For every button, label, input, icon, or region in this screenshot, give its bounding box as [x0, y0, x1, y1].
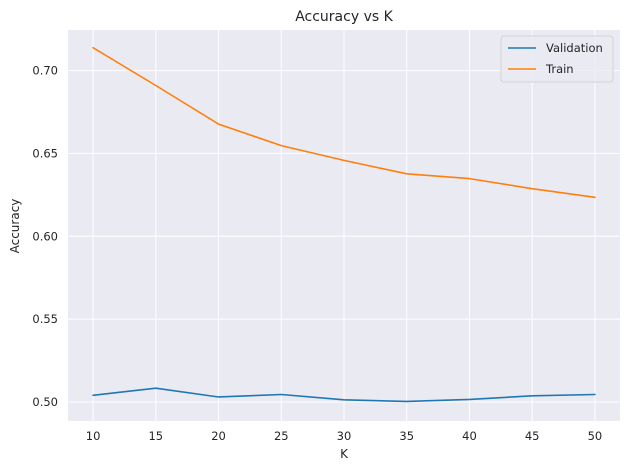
series-line-train: [92, 46, 596, 199]
y-tick-label: 0.70: [32, 64, 58, 78]
y-tick-label: 0.60: [32, 229, 58, 243]
y-tick-labels: 0.50 0.55 0.60 0.65 0.70: [32, 64, 58, 409]
x-tick-label: 50: [588, 429, 603, 443]
y-tick-label: 0.50: [32, 395, 58, 409]
x-tick-label: 45: [525, 429, 540, 443]
x-tick-labels: 10 15 20 25 30 35 40 45 50: [86, 429, 602, 443]
x-tick-label: 15: [148, 429, 163, 443]
x-tick-label: 40: [462, 429, 477, 443]
x-tick-label: 20: [211, 429, 226, 443]
legend: Validation Train: [500, 35, 614, 83]
x-tick-label: 35: [399, 429, 414, 443]
x-tick-label: 30: [337, 429, 352, 443]
x-tick-label: 10: [86, 429, 101, 443]
grid: [68, 30, 620, 421]
chart-title: Accuracy vs K: [295, 9, 393, 25]
series-lines: [92, 46, 596, 403]
y-tick-label: 0.55: [32, 312, 58, 326]
x-tick-label: 25: [274, 429, 289, 443]
legend-label-train: Train: [545, 62, 574, 76]
y-axis-label: Accuracy: [8, 199, 22, 254]
legend-label-validation: Validation: [546, 41, 603, 55]
x-axis-label: K: [340, 447, 349, 461]
y-tick-label: 0.65: [32, 146, 58, 160]
series-line-validation: [92, 387, 596, 403]
